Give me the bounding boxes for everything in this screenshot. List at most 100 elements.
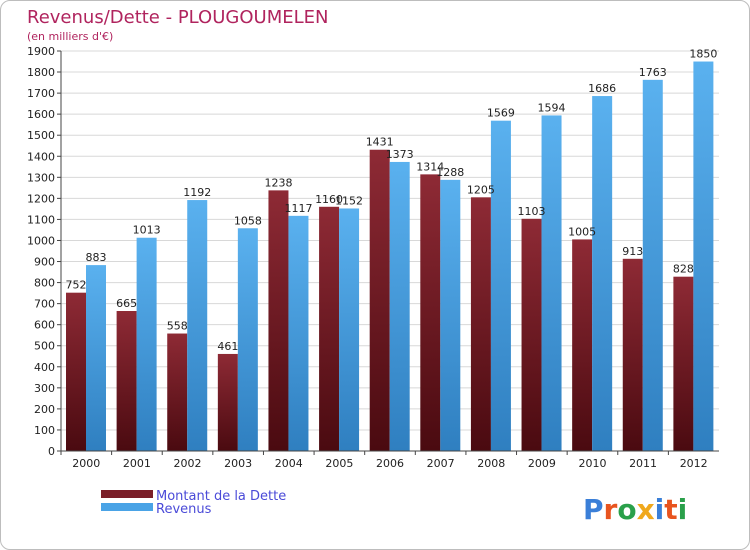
- bar-dette: [572, 239, 593, 451]
- x-tick-label: 2008: [477, 457, 505, 470]
- x-tick-label: 2005: [325, 457, 353, 470]
- data-label-dette: 1431: [366, 136, 394, 149]
- logo-letter: x: [637, 493, 655, 526]
- data-label-revenus: 1763: [639, 66, 667, 79]
- y-tick-label: 800: [34, 277, 55, 290]
- bar-dette: [673, 276, 694, 451]
- bar-revenus: [440, 179, 461, 451]
- y-tick-label: 600: [34, 319, 55, 332]
- y-tick-label: 200: [34, 403, 55, 416]
- data-label-revenus: 1058: [234, 214, 262, 227]
- bar-dette: [268, 190, 289, 452]
- y-tick-label: 700: [34, 298, 55, 311]
- data-label-dette: 1103: [518, 205, 546, 218]
- bar-revenus: [86, 265, 106, 451]
- data-label-revenus: 1013: [133, 224, 161, 237]
- y-tick-label: 300: [34, 382, 55, 395]
- bar-dette: [369, 149, 390, 451]
- data-label-dette: 1314: [416, 160, 444, 173]
- y-tick-label: 900: [34, 256, 55, 269]
- y-tick-label: 1800: [27, 66, 55, 79]
- bar-revenus: [592, 96, 613, 451]
- bar-revenus: [541, 115, 562, 451]
- y-tick-label: 1600: [27, 108, 55, 121]
- x-tick-label: 2007: [427, 457, 455, 470]
- data-label-dette: 752: [66, 279, 87, 292]
- x-axis: 2000 2001 2002 2003 2004 2005 2006 2007 2008 2009…: [60, 450, 719, 470]
- data-label-revenus: 1152: [335, 194, 363, 207]
- bar-dette: [167, 333, 188, 451]
- bar-revenus: [490, 120, 511, 452]
- x-tick-label: 2006: [376, 457, 404, 470]
- chart-title: Revenus/Dette - PLOUGOUMELEN: [27, 7, 328, 28]
- x-tick-label: 2003: [224, 457, 252, 470]
- legend-label-revenus: Revenus: [156, 502, 212, 517]
- logo-text: Proxiti: [583, 493, 687, 526]
- bar-dette: [217, 353, 238, 451]
- x-tick-label: 2001: [123, 457, 151, 470]
- data-label-dette: 1160: [315, 193, 343, 206]
- data-label-revenus: 1850: [689, 48, 717, 61]
- y-tick-label: 1400: [27, 150, 55, 163]
- legend-label-dette: Montant de la Dette: [156, 489, 286, 504]
- data-label-revenus: 1686: [588, 82, 616, 95]
- bar-dette: [470, 197, 491, 451]
- y-tick-label: 400: [34, 361, 55, 374]
- y-tick-label: 1300: [27, 171, 55, 184]
- data-label-revenus: 1569: [487, 107, 515, 120]
- data-label-dette: 913: [622, 245, 643, 258]
- bar-dette: [66, 292, 86, 451]
- bar-revenus: [288, 215, 309, 451]
- data-labels: 7528836651013558119246110581238111711601…: [66, 48, 718, 353]
- x-tick-label: 2010: [578, 457, 606, 470]
- data-label-dette: 558: [167, 320, 188, 333]
- bar-dette: [319, 206, 340, 451]
- y-tick-label: 0: [48, 445, 55, 458]
- x-tick-label: 2002: [174, 457, 202, 470]
- logo-letter: P: [583, 493, 604, 526]
- data-label-revenus: 1117: [284, 202, 312, 215]
- legend-swatch-revenus: [101, 503, 153, 511]
- data-label-dette: 1238: [264, 176, 292, 189]
- y-tick-label: 100: [34, 424, 55, 437]
- logo-letter: i: [678, 493, 688, 526]
- y-tick-label: 1100: [27, 213, 55, 226]
- x-tick-label: 2011: [629, 457, 657, 470]
- x-tick-label: 2000: [72, 457, 100, 470]
- data-label-revenus: 883: [86, 251, 107, 264]
- legend-swatch-dette: [101, 490, 153, 498]
- y-tick-label: 1000: [27, 234, 55, 247]
- logo-letter: r: [604, 493, 618, 526]
- x-tick-label: 2012: [680, 457, 708, 470]
- data-label-dette: 665: [116, 297, 137, 310]
- bar-revenus: [642, 79, 663, 451]
- bar-dette: [116, 311, 137, 451]
- bar-revenus: [136, 237, 157, 451]
- y-axis: 0 100 200 300 400 500 600 700 800 900 1000 1100 1200…: [27, 45, 62, 458]
- y-tick-label: 500: [34, 340, 55, 353]
- bar-revenus: [693, 61, 714, 452]
- logo-letter: t: [664, 493, 677, 526]
- bar-revenus: [389, 161, 410, 451]
- bar-revenus: [237, 228, 258, 451]
- bar-dette: [420, 174, 441, 452]
- bar-revenus: [339, 208, 360, 451]
- x-tick-label: 2009: [528, 457, 556, 470]
- bars: [66, 61, 714, 452]
- data-label-revenus: 1192: [183, 186, 211, 199]
- proxiti-logo: Proxiti: [583, 493, 687, 526]
- y-tick-label: 1900: [27, 45, 55, 58]
- data-label-revenus: 1373: [386, 148, 414, 161]
- x-tick-label: 2004: [275, 457, 303, 470]
- data-label-dette: 461: [217, 340, 238, 353]
- chart-subtitle: (en milliers d'€): [27, 30, 113, 43]
- y-tick-label: 1500: [27, 129, 55, 142]
- y-tick-label: 1700: [27, 87, 55, 100]
- data-label-dette: 1005: [568, 225, 596, 238]
- data-label-dette: 1205: [467, 183, 495, 196]
- data-label-dette: 828: [673, 263, 694, 276]
- logo-letter: o: [617, 493, 636, 526]
- bar-dette: [622, 258, 643, 451]
